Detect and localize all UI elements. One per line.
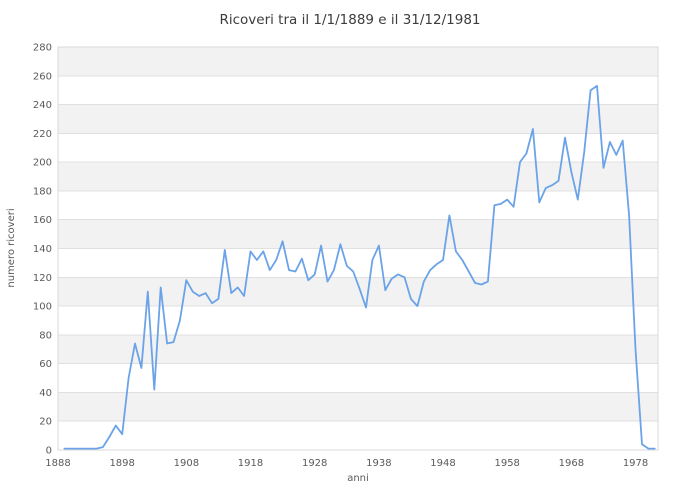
plot-band [58, 392, 658, 422]
x-tick-label: 1908 [174, 458, 199, 469]
y-tick-label: 20 [39, 417, 52, 428]
plot-band [58, 421, 658, 450]
y-tick-label: 160 [33, 215, 52, 226]
plot-band [58, 47, 658, 76]
chart-title: Ricoveri tra il 1/1/1889 e il 31/12/1981 [219, 12, 480, 28]
y-tick-label: 200 [33, 158, 52, 169]
plot-band [58, 219, 658, 249]
plot-band [58, 162, 658, 191]
y-tick-label: 140 [33, 244, 52, 255]
plot-band [58, 75, 658, 105]
plot-border [57, 46, 659, 451]
x-tick-label: 1948 [430, 458, 455, 469]
y-tick-label: 120 [33, 273, 52, 284]
y-axis-label: numero ricoveri [6, 208, 17, 287]
y-tick-label: 100 [33, 302, 52, 313]
y-tick-label: 240 [33, 100, 52, 111]
data-line [63, 85, 656, 450]
plot-band [58, 248, 658, 278]
y-tick-label: 180 [33, 186, 52, 197]
y-tick-label: 80 [39, 330, 52, 341]
x-tick-label: 1938 [366, 458, 391, 469]
x-axis-label: anni [347, 473, 369, 484]
x-tick-label: 1898 [109, 458, 134, 469]
y-tick-label: 260 [33, 71, 52, 82]
x-tick-label: 1918 [238, 458, 263, 469]
y-tick-label: 40 [39, 388, 52, 399]
x-tick-label: 1958 [494, 458, 519, 469]
y-tick-label: 0 [46, 446, 52, 457]
x-tick-label: 1968 [559, 458, 584, 469]
x-tick-label: 1888 [45, 458, 70, 469]
plot-band [58, 363, 658, 393]
y-tick-label: 220 [33, 129, 52, 140]
plot-band [58, 190, 658, 220]
y-tick-label: 280 [33, 43, 52, 54]
plot-band [58, 133, 658, 163]
plot-band [58, 334, 658, 364]
plot-band [58, 306, 658, 335]
x-tick-label: 1978 [623, 458, 648, 469]
x-tick-label: 1928 [302, 458, 327, 469]
y-tick-label: 60 [39, 359, 52, 370]
plot-band [58, 104, 658, 134]
plot-area: 0 20 40 60 80 100 120 140 160 180 200 220 240 260 280 1… [33, 43, 659, 469]
